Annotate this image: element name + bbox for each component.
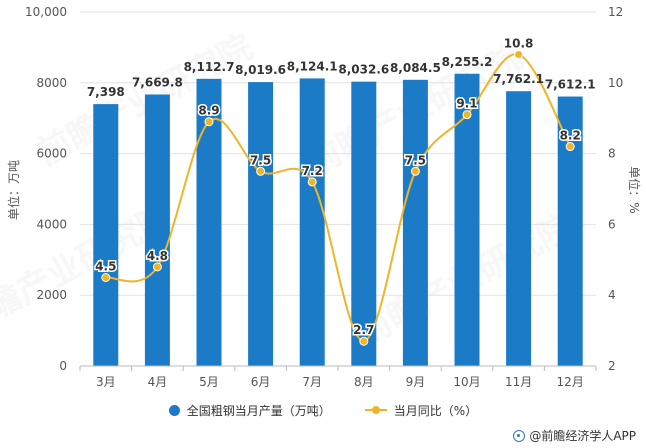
y-left-tick-label: 2000: [36, 288, 67, 302]
bar-data-label: 7,669.8: [132, 75, 183, 89]
y-right-tick-label: 4: [608, 288, 616, 302]
bar-data-label: 8,084.5: [390, 61, 441, 75]
legend-item-line[interactable]: 当月同比（%）: [364, 402, 478, 419]
x-tick-label: 7月: [302, 375, 322, 389]
line-point: [256, 166, 266, 176]
line-point: [514, 49, 524, 59]
bar: [144, 94, 170, 367]
line-series: [101, 49, 575, 346]
source-text: @前瞻经济学人APP: [529, 429, 636, 443]
line-point: [101, 273, 111, 282]
y-left-tick-label: 6000: [36, 147, 67, 161]
bar-data-label: 8,019.6: [235, 63, 286, 77]
line-data-label: 8.9: [198, 104, 219, 118]
legend-bar-marker-icon: [168, 404, 180, 416]
y-right-tick-label: 6: [608, 217, 616, 231]
line-data-label: 4.8: [147, 249, 168, 263]
legend-item-bar[interactable]: 全国粗钢当月产量（万吨）: [168, 402, 331, 419]
y-left-tick-label: 8000: [36, 76, 67, 90]
x-tick-label: 10月: [453, 375, 480, 389]
app-logo-icon: [513, 429, 526, 442]
bar: [248, 82, 274, 366]
line-point: [204, 117, 214, 127]
x-tick-label: 5月: [199, 375, 219, 389]
line-point: [565, 142, 575, 152]
legend-line-label: 当月同比（%）: [393, 403, 478, 418]
bar-data-label: 8,032.6: [338, 63, 389, 77]
y-left-tick-label: 10,000: [25, 5, 67, 19]
line-data-label: 4.5: [95, 260, 116, 274]
bar: [506, 91, 532, 367]
bar-data-label: 8,255.2: [442, 55, 493, 69]
bar: [299, 78, 325, 366]
x-tick-label: 9月: [406, 375, 426, 389]
y-left-tick-label: 0: [59, 359, 67, 373]
legend-bar-label: 全国粗钢当月产量（万吨）: [186, 403, 331, 418]
y-axis-left-title: 单位：万吨: [6, 160, 21, 220]
bar-data-label: 8,112.7: [184, 60, 235, 74]
x-tick-label: 4月: [148, 375, 168, 389]
y-right-tick-label: 2: [608, 359, 616, 373]
line-data-label: 7.2: [302, 164, 323, 178]
line-data-label: 2.7: [353, 323, 374, 337]
x-tick-label: 6月: [251, 375, 271, 389]
legend-line-marker-icon: [364, 406, 387, 414]
line-data-label: 9.1: [456, 97, 477, 111]
y-right-tick-label: 10: [608, 76, 623, 90]
axes: 0 2 2000 4 4000 6 6000 8 8000 10 10,000 12 3月 4月 5月 6月 7…: [25, 5, 623, 389]
x-tick-label: 3月: [96, 375, 116, 389]
line-data-label: 8.2: [560, 129, 581, 143]
x-tick-label: 12月: [557, 375, 584, 389]
bar: [351, 81, 377, 366]
y-right-tick-label: 8: [608, 147, 616, 161]
line-point: [410, 166, 420, 176]
bar-data-label: 7,398: [87, 85, 125, 99]
bar-data-label: 8,124.1: [287, 59, 338, 73]
legend: 全国粗钢当月产量（万吨） 当月同比（%）: [0, 398, 646, 422]
bar: [557, 96, 583, 366]
bar-data-label: 7,762.1: [493, 72, 544, 86]
bar-series: [93, 73, 583, 367]
x-tick-label: 8月: [354, 375, 374, 389]
bar: [196, 78, 222, 366]
bar-data-label: 7,612.1: [545, 78, 596, 92]
y-right-tick-label: 12: [608, 5, 623, 19]
y-left-tick-label: 4000: [36, 217, 67, 231]
data-labels: 7,398 7,669.88,112.7 8,019.6 8,124.1 8,032.6…: [87, 35, 596, 339]
source-credit: @前瞻经济学人APP: [513, 427, 636, 444]
line-point: [307, 177, 317, 187]
line-point: [152, 262, 162, 272]
x-tick-label: 11月: [505, 375, 532, 389]
line-data-label: 7.5: [405, 153, 426, 167]
y-axis-right-title: 单位：%: [627, 166, 642, 213]
line-point: [462, 110, 472, 120]
line-data-label: 10.8: [504, 36, 534, 50]
line-point: [359, 336, 369, 346]
bar: [402, 79, 428, 366]
bar: [93, 104, 119, 366]
line-data-label: 7.5: [250, 153, 271, 167]
series-line: [105, 53, 572, 343]
